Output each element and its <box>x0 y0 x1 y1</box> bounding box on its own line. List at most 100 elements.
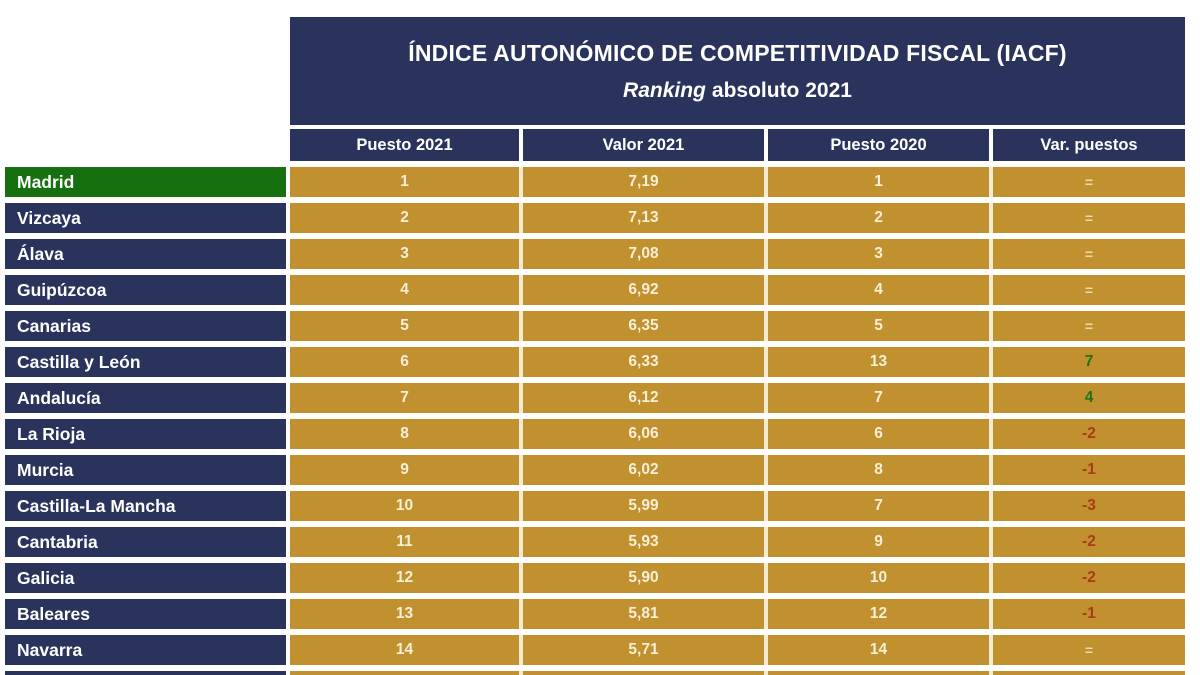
var-puestos-cell: -2 <box>993 563 1185 593</box>
puesto-2021-cell: 4 <box>290 275 519 305</box>
puesto-2021-cell: 2 <box>290 203 519 233</box>
row-data-cells: 4 6,92 4 = <box>290 275 1185 305</box>
var-puestos-cell: -2 <box>993 527 1185 557</box>
region-cell: Vizcaya <box>5 203 286 233</box>
table-row <box>5 671 1185 675</box>
puesto-2021-cell: 1 <box>290 167 519 197</box>
valor-2021-cell: 5,93 <box>523 527 764 557</box>
valor-2021-cell: 7,19 <box>523 167 764 197</box>
table-row: Cantabria 11 5,93 9 -2 <box>5 527 1185 557</box>
puesto-2020-cell: 7 <box>768 491 989 521</box>
column-header-puesto-2020: Puesto 2020 <box>768 129 989 161</box>
puesto-2021-cell: 6 <box>290 347 519 377</box>
var-puestos-cell: = <box>993 167 1185 197</box>
row-data-cells: 9 6,02 8 -1 <box>290 455 1185 485</box>
region-cell: Andalucía <box>5 383 286 413</box>
region-cell: Galicia <box>5 563 286 593</box>
region-cell <box>5 671 286 675</box>
row-data-cells <box>290 671 1185 675</box>
puesto-2020-cell: 12 <box>768 599 989 629</box>
region-cell: Castilla-La Mancha <box>5 491 286 521</box>
region-cell: Murcia <box>5 455 286 485</box>
var-puestos-cell: 4 <box>993 383 1185 413</box>
row-data-cells: 7 6,12 7 4 <box>290 383 1185 413</box>
row-data-cells: 6 6,33 13 7 <box>290 347 1185 377</box>
table-row: Guipúzcoa 4 6,92 4 = <box>5 275 1185 305</box>
valor-2021-cell: 6,33 <box>523 347 764 377</box>
valor-2021-cell: 6,92 <box>523 275 764 305</box>
table-row: Madrid 1 7,19 1 = <box>5 167 1185 197</box>
valor-2021-cell: 6,02 <box>523 455 764 485</box>
valor-2021-cell: 7,08 <box>523 239 764 269</box>
column-header-var-puestos: Var. puestos <box>993 129 1185 161</box>
valor-2021-cell: 5,90 <box>523 563 764 593</box>
puesto-2020-cell: 13 <box>768 347 989 377</box>
row-data-cells: 13 5,81 12 -1 <box>290 599 1185 629</box>
subtitle-rest: absoluto 2021 <box>711 78 852 102</box>
region-cell: Canarias <box>5 311 286 341</box>
table-row: Castilla-La Mancha 10 5,99 7 -3 <box>5 491 1185 521</box>
var-puestos-cell: = <box>993 275 1185 305</box>
table-rows: Madrid 1 7,19 1 = Vizcaya 2 7,13 2 = Ála… <box>5 167 1185 675</box>
valor-2021-cell: 6,12 <box>523 383 764 413</box>
var-puestos-cell: = <box>993 635 1185 665</box>
puesto-2020-cell: 5 <box>768 311 989 341</box>
region-cell: Madrid <box>5 167 286 197</box>
puesto-2021-cell: 11 <box>290 527 519 557</box>
table-row: Álava 3 7,08 3 = <box>5 239 1185 269</box>
row-data-cells: 2 7,13 2 = <box>290 203 1185 233</box>
column-header-valor-2021: Valor 2021 <box>523 129 764 161</box>
var-puestos-cell: -3 <box>993 491 1185 521</box>
row-data-cells: 10 5,99 7 -3 <box>290 491 1185 521</box>
valor-2021-cell <box>523 671 764 675</box>
table-row: Canarias 5 6,35 5 = <box>5 311 1185 341</box>
table-row: Vizcaya 2 7,13 2 = <box>5 203 1185 233</box>
var-puestos-cell: -1 <box>993 599 1185 629</box>
region-cell: Baleares <box>5 599 286 629</box>
table-row: Andalucía 7 6,12 7 4 <box>5 383 1185 413</box>
table-row: Baleares 13 5,81 12 -1 <box>5 599 1185 629</box>
table-row: La Rioja 8 6,06 6 -2 <box>5 419 1185 449</box>
row-data-cells: 12 5,90 10 -2 <box>290 563 1185 593</box>
puesto-2020-cell: 1 <box>768 167 989 197</box>
row-data-cells: 14 5,71 14 = <box>290 635 1185 665</box>
valor-2021-cell: 6,06 <box>523 419 764 449</box>
valor-2021-cell: 7,13 <box>523 203 764 233</box>
puesto-2020-cell <box>768 671 989 675</box>
puesto-2021-cell: 10 <box>290 491 519 521</box>
table-row: Galicia 12 5,90 10 -2 <box>5 563 1185 593</box>
column-header-row: Puesto 2021 Valor 2021 Puesto 2020 Var. … <box>290 129 1185 161</box>
puesto-2021-cell: 7 <box>290 383 519 413</box>
region-cell: La Rioja <box>5 419 286 449</box>
region-cell: Castilla y León <box>5 347 286 377</box>
region-cell: Guipúzcoa <box>5 275 286 305</box>
valor-2021-cell: 6,35 <box>523 311 764 341</box>
puesto-2020-cell: 14 <box>768 635 989 665</box>
puesto-2021-cell: 5 <box>290 311 519 341</box>
puesto-2020-cell: 6 <box>768 419 989 449</box>
var-puestos-cell: = <box>993 311 1185 341</box>
row-data-cells: 8 6,06 6 -2 <box>290 419 1185 449</box>
var-puestos-cell: -1 <box>993 455 1185 485</box>
subtitle-italic-word: Ranking <box>623 78 706 102</box>
table-row: Castilla y León 6 6,33 13 7 <box>5 347 1185 377</box>
var-puestos-cell: -2 <box>993 419 1185 449</box>
puesto-2021-cell <box>290 671 519 675</box>
var-puestos-cell: = <box>993 239 1185 269</box>
table-title-block: ÍNDICE AUTONÓMICO DE COMPETITIVIDAD FISC… <box>290 17 1185 125</box>
table-row: Murcia 9 6,02 8 -1 <box>5 455 1185 485</box>
puesto-2021-cell: 3 <box>290 239 519 269</box>
puesto-2020-cell: 9 <box>768 527 989 557</box>
region-cell: Cantabria <box>5 527 286 557</box>
valor-2021-cell: 5,71 <box>523 635 764 665</box>
table-subtitle: Ranking absoluto 2021 <box>623 79 852 103</box>
puesto-2020-cell: 4 <box>768 275 989 305</box>
valor-2021-cell: 5,99 <box>523 491 764 521</box>
puesto-2021-cell: 12 <box>290 563 519 593</box>
region-cell: Navarra <box>5 635 286 665</box>
row-data-cells: 11 5,93 9 -2 <box>290 527 1185 557</box>
puesto-2020-cell: 3 <box>768 239 989 269</box>
row-data-cells: 3 7,08 3 = <box>290 239 1185 269</box>
puesto-2021-cell: 9 <box>290 455 519 485</box>
